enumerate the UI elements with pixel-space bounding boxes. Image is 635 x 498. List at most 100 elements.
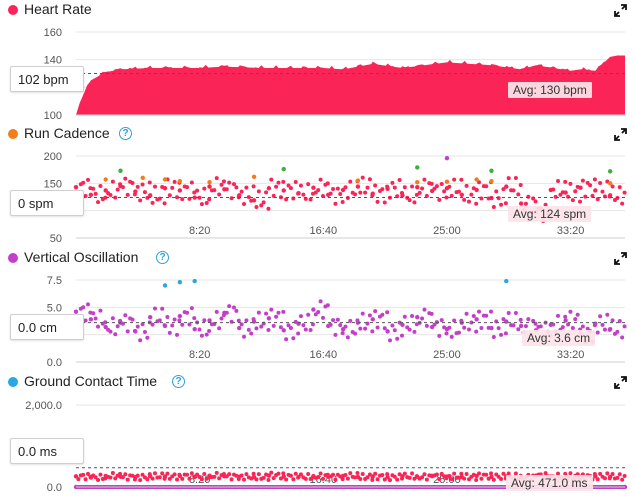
expand-arrows-icon[interactable] xyxy=(614,376,627,389)
data-point xyxy=(373,471,378,476)
data-point xyxy=(343,473,348,478)
question-circle-icon[interactable]: ? xyxy=(172,375,185,388)
data-point xyxy=(570,325,575,330)
data-point xyxy=(251,198,257,203)
data-point xyxy=(308,328,313,333)
data-point xyxy=(266,473,272,478)
data-point xyxy=(140,175,145,181)
data-point xyxy=(452,318,457,323)
run-cadence-panel: Run Cadence ? 501001502008:2016:4025:003… xyxy=(0,124,635,248)
data-point xyxy=(217,326,222,331)
data-point xyxy=(395,477,400,482)
data-point xyxy=(177,318,182,323)
data-point xyxy=(489,474,494,479)
data-point xyxy=(147,180,152,185)
average-label: Avg: 471.0 ms xyxy=(506,475,593,491)
data-point xyxy=(83,318,88,323)
data-point xyxy=(160,471,165,476)
data-point xyxy=(506,310,511,315)
data-point xyxy=(175,195,180,200)
data-point xyxy=(462,476,467,481)
data-point xyxy=(251,471,256,476)
data-point xyxy=(296,331,301,336)
data-point xyxy=(133,329,138,334)
data-point xyxy=(444,179,450,184)
data-point xyxy=(192,195,197,200)
data-point xyxy=(81,472,86,477)
data-point xyxy=(130,181,135,186)
data-point xyxy=(422,307,427,312)
data-point xyxy=(261,200,266,205)
data-point xyxy=(167,330,172,335)
data-point xyxy=(177,473,183,479)
data-point xyxy=(266,316,272,321)
data-point xyxy=(162,474,168,479)
data-point xyxy=(469,192,474,197)
data-point xyxy=(469,320,474,325)
data-point xyxy=(333,201,338,206)
data-point xyxy=(207,197,212,202)
data-point xyxy=(120,321,125,326)
data-point xyxy=(123,472,128,477)
data-point xyxy=(415,165,420,170)
data-point xyxy=(466,327,471,332)
data-point xyxy=(516,327,521,332)
data-point xyxy=(494,189,499,194)
data-point xyxy=(185,472,190,477)
data-point xyxy=(93,475,98,480)
data-point xyxy=(434,184,439,189)
data-point xyxy=(343,185,348,190)
data-point xyxy=(432,186,437,191)
data-point xyxy=(93,191,98,196)
data-point xyxy=(479,325,484,330)
data-point xyxy=(345,196,350,201)
data-point xyxy=(466,199,471,204)
data-point xyxy=(392,474,397,479)
data-point xyxy=(380,473,385,478)
data-point xyxy=(113,476,118,481)
data-point xyxy=(496,196,501,201)
data-point xyxy=(518,323,524,329)
expand-arrows-icon[interactable] xyxy=(614,252,627,265)
y-tick-label: 150 xyxy=(44,178,62,190)
data-point xyxy=(387,478,392,483)
data-point xyxy=(103,320,108,325)
data-point xyxy=(449,477,454,482)
expand-arrows-icon[interactable] xyxy=(614,4,627,17)
data-point xyxy=(570,198,575,203)
data-point xyxy=(622,324,627,329)
ground-contact-time-panel: Ground Contact Time ? 0.02,000.08:2016:4… xyxy=(0,372,635,496)
data-point xyxy=(580,324,585,329)
data-point xyxy=(622,474,627,479)
data-point xyxy=(133,189,138,194)
data-point xyxy=(316,188,321,193)
data-point xyxy=(83,477,88,482)
data-point xyxy=(195,188,200,193)
data-point xyxy=(86,471,90,476)
question-circle-icon[interactable]: ? xyxy=(119,127,132,140)
data-point xyxy=(115,324,120,329)
current-value-box: 0.0 ms xyxy=(10,438,84,464)
expand-arrows-icon[interactable] xyxy=(614,128,627,141)
data-point xyxy=(231,305,236,310)
data-point xyxy=(511,323,516,328)
data-point xyxy=(489,178,494,184)
data-point xyxy=(424,193,429,198)
data-point xyxy=(187,476,192,481)
data-point xyxy=(207,184,212,189)
data-point xyxy=(266,328,271,333)
data-point xyxy=(523,324,528,329)
data-point xyxy=(439,182,444,187)
data-point xyxy=(477,471,482,476)
data-point xyxy=(219,182,224,187)
panel-header: Run Cadence ? xyxy=(0,124,635,144)
x-tick-label: 16:40 xyxy=(310,225,338,237)
data-point xyxy=(333,477,338,482)
data-point xyxy=(310,322,315,327)
data-point xyxy=(214,176,219,181)
question-circle-icon[interactable]: ? xyxy=(156,251,169,264)
data-point xyxy=(274,184,279,189)
